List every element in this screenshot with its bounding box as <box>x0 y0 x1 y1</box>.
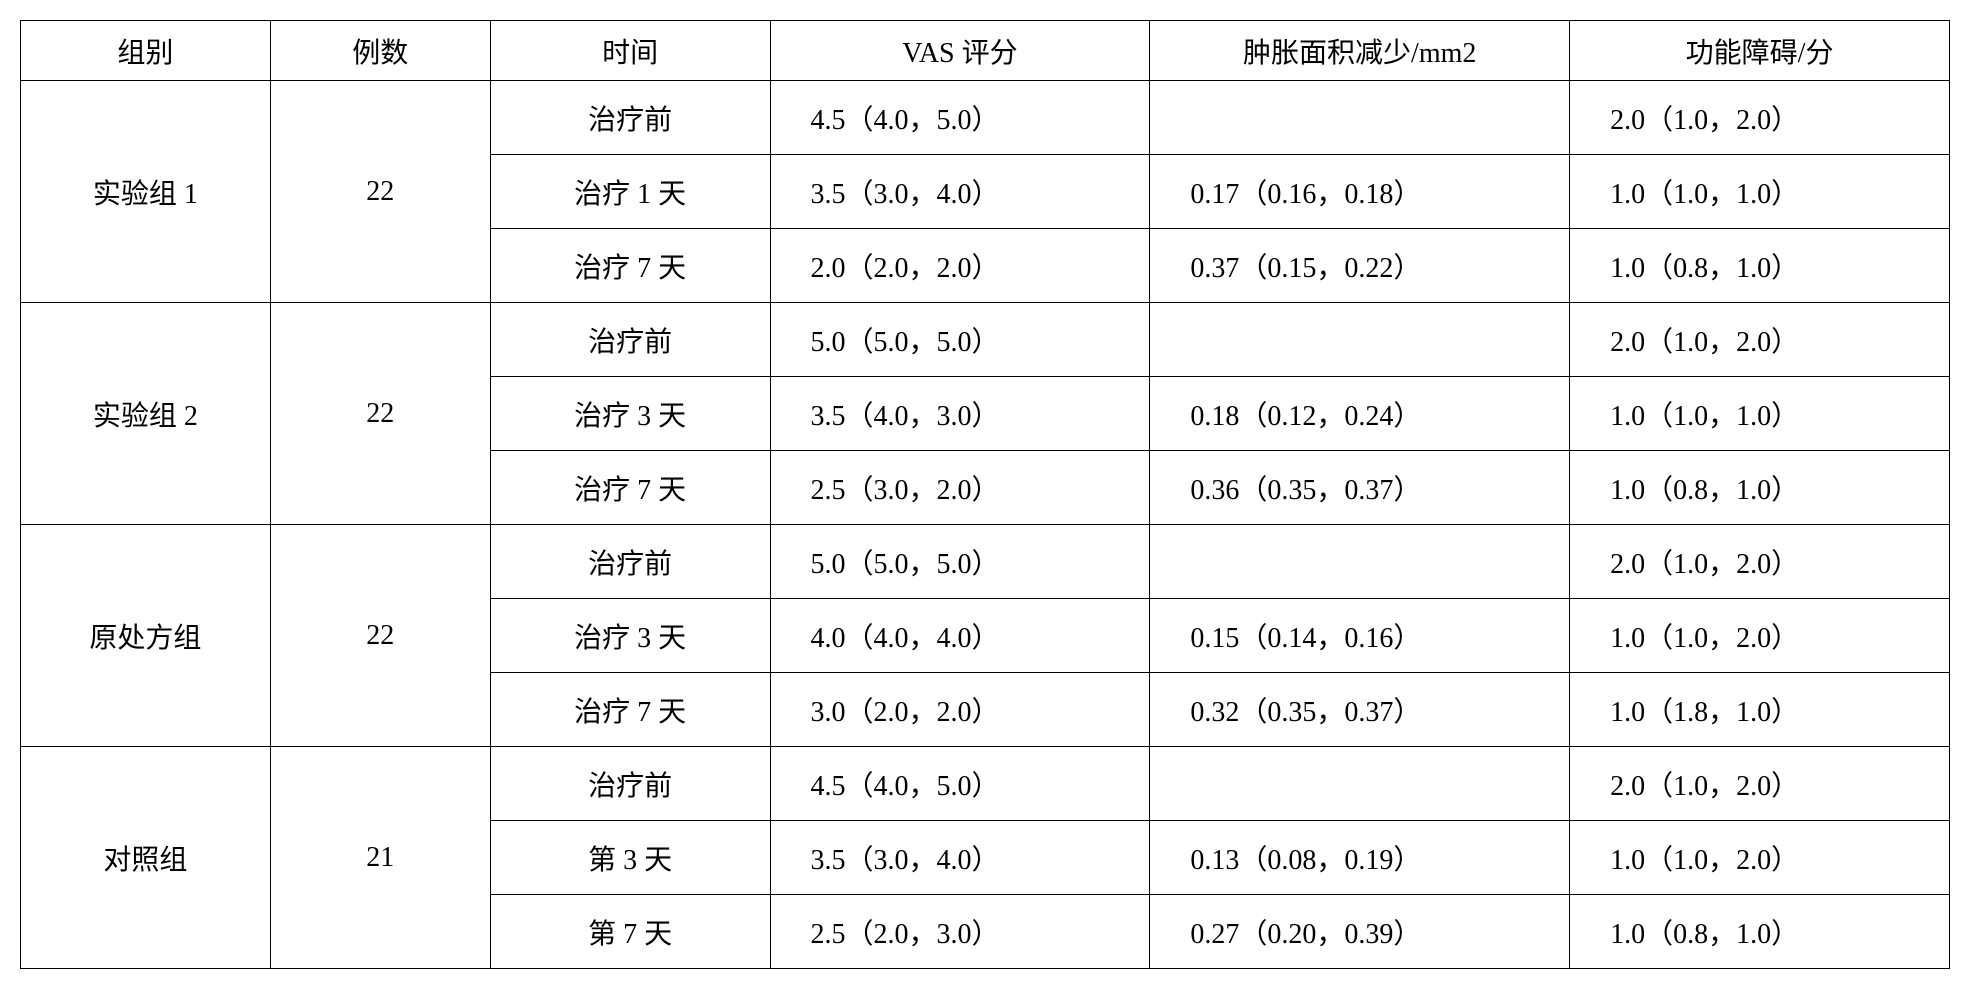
table-row: 对照组 21 治疗前 4.5（4.0，5.0） 2.0（1.0，2.0） <box>21 747 1950 821</box>
cell-func: 1.0（1.0，2.0） <box>1570 599 1950 673</box>
cell-swell <box>1150 81 1570 155</box>
cell-func: 2.0（1.0，2.0） <box>1570 81 1950 155</box>
cell-vas: 3.0（2.0，2.0） <box>770 673 1150 747</box>
cell-swell: 0.37（0.15，0.22） <box>1150 229 1570 303</box>
cell-swell: 0.15（0.14，0.16） <box>1150 599 1570 673</box>
cell-func: 2.0（1.0，2.0） <box>1570 303 1950 377</box>
cell-time: 治疗前 <box>490 303 770 377</box>
cell-vas: 5.0（5.0，5.0） <box>770 525 1150 599</box>
cell-count: 22 <box>270 303 490 525</box>
table-row: 原处方组 22 治疗前 5.0（5.0，5.0） 2.0（1.0，2.0） <box>21 525 1950 599</box>
cell-swell: 0.36（0.35，0.37） <box>1150 451 1570 525</box>
cell-func: 1.0（1.0，2.0） <box>1570 821 1950 895</box>
col-header-vas: VAS 评分 <box>770 21 1150 81</box>
cell-time: 治疗 7 天 <box>490 451 770 525</box>
cell-group-name: 原处方组 <box>21 525 271 747</box>
cell-count: 22 <box>270 81 490 303</box>
col-header-time: 时间 <box>490 21 770 81</box>
cell-group-name: 实验组 2 <box>21 303 271 525</box>
cell-time: 第 7 天 <box>490 895 770 969</box>
table-row: 实验组 1 22 治疗前 4.5（4.0，5.0） 2.0（1.0，2.0） <box>21 81 1950 155</box>
cell-vas: 4.0（4.0，4.0） <box>770 599 1150 673</box>
cell-swell: 0.13（0.08，0.19） <box>1150 821 1570 895</box>
cell-group-name: 实验组 1 <box>21 81 271 303</box>
cell-count: 21 <box>270 747 490 969</box>
col-header-func: 功能障碍/分 <box>1570 21 1950 81</box>
table-header-row: 组别 例数 时间 VAS 评分 肿胀面积减少/mm2 功能障碍/分 <box>21 21 1950 81</box>
cell-vas: 3.5（3.0，4.0） <box>770 155 1150 229</box>
cell-func: 1.0（0.8，1.0） <box>1570 895 1950 969</box>
clinical-data-table: 组别 例数 时间 VAS 评分 肿胀面积减少/mm2 功能障碍/分 实验组 1 … <box>20 20 1950 969</box>
cell-vas: 3.5（3.0，4.0） <box>770 821 1150 895</box>
cell-vas: 5.0（5.0，5.0） <box>770 303 1150 377</box>
cell-time: 治疗前 <box>490 81 770 155</box>
cell-func: 2.0（1.0，2.0） <box>1570 747 1950 821</box>
cell-func: 2.0（1.0，2.0） <box>1570 525 1950 599</box>
cell-group-name: 对照组 <box>21 747 271 969</box>
cell-swell <box>1150 303 1570 377</box>
cell-vas: 4.5（4.0，5.0） <box>770 81 1150 155</box>
col-header-swell: 肿胀面积减少/mm2 <box>1150 21 1570 81</box>
cell-time: 治疗前 <box>490 747 770 821</box>
cell-func: 1.0（0.8，1.0） <box>1570 451 1950 525</box>
cell-time: 治疗 1 天 <box>490 155 770 229</box>
cell-func: 1.0（1.0，1.0） <box>1570 377 1950 451</box>
col-header-group: 组别 <box>21 21 271 81</box>
cell-count: 22 <box>270 525 490 747</box>
cell-vas: 3.5（4.0，3.0） <box>770 377 1150 451</box>
cell-vas: 2.5（3.0，2.0） <box>770 451 1150 525</box>
cell-func: 1.0（0.8，1.0） <box>1570 229 1950 303</box>
table-row: 实验组 2 22 治疗前 5.0（5.0，5.0） 2.0（1.0，2.0） <box>21 303 1950 377</box>
cell-swell: 0.32（0.35，0.37） <box>1150 673 1570 747</box>
cell-vas: 4.5（4.0，5.0） <box>770 747 1150 821</box>
cell-swell <box>1150 525 1570 599</box>
cell-time: 治疗 3 天 <box>490 377 770 451</box>
cell-swell <box>1150 747 1570 821</box>
cell-time: 治疗 7 天 <box>490 673 770 747</box>
cell-vas: 2.5（2.0，3.0） <box>770 895 1150 969</box>
cell-time: 治疗 7 天 <box>490 229 770 303</box>
cell-swell: 0.18（0.12，0.24） <box>1150 377 1570 451</box>
cell-func: 1.0（1.8，1.0） <box>1570 673 1950 747</box>
cell-vas: 2.0（2.0，2.0） <box>770 229 1150 303</box>
cell-time: 治疗前 <box>490 525 770 599</box>
cell-func: 1.0（1.0，1.0） <box>1570 155 1950 229</box>
cell-swell: 0.17（0.16，0.18） <box>1150 155 1570 229</box>
cell-time: 第 3 天 <box>490 821 770 895</box>
cell-swell: 0.27（0.20，0.39） <box>1150 895 1570 969</box>
col-header-count: 例数 <box>270 21 490 81</box>
cell-time: 治疗 3 天 <box>490 599 770 673</box>
